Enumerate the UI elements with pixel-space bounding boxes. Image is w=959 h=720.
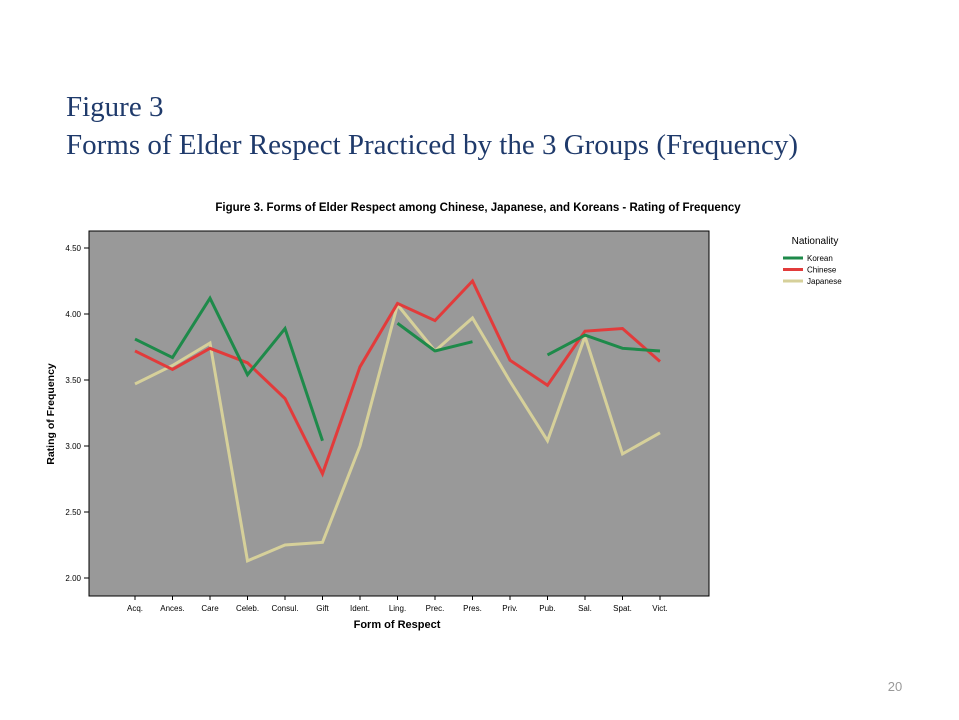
slide-title-line2: Forms of Elder Respect Practiced by the …	[66, 129, 799, 161]
slide-title-line1: Figure 3	[66, 91, 164, 123]
x-tick-label: Vict.	[652, 604, 667, 613]
x-tick-label: Pub.	[539, 604, 555, 613]
series-line-chinese	[134, 278, 661, 478]
x-tick-label: Gift	[316, 604, 329, 613]
y-tick-label: 3.00	[65, 442, 81, 451]
legend-label-korean: Korean	[807, 254, 833, 263]
x-tick-label: Care	[201, 604, 219, 613]
page-number: 20	[887, 679, 903, 694]
legend-label-chinese: Chinese	[807, 266, 837, 275]
chart-title: Figure 3. Forms of Elder Respect among C…	[215, 202, 741, 214]
x-tick-label: Sal.	[578, 604, 592, 613]
x-tick-label: Ling.	[389, 604, 406, 613]
x-axis-ticks: Acq. Ances. Care Celeb. Consul. Gift Ident. Lin…	[127, 596, 668, 613]
legend: Nationality Korean Chinese Japanese	[783, 236, 842, 286]
series-line-korean	[546, 333, 661, 357]
x-tick-label: Consul.	[271, 604, 298, 613]
x-tick-label: Pres.	[463, 604, 482, 613]
x-tick-label: Spat.	[613, 604, 632, 613]
y-tick-label: 2.00	[65, 574, 81, 583]
x-tick-label: Acq.	[127, 604, 143, 613]
x-axis-label: Form of Respect	[354, 619, 441, 631]
x-tick-label: Prec.	[426, 604, 445, 613]
legend-title: Nationality	[792, 236, 839, 247]
plot-area	[88, 230, 710, 597]
x-tick-label: Celeb.	[236, 604, 259, 613]
y-tick-label: 3.50	[65, 376, 81, 385]
series-line-korean	[396, 322, 473, 353]
y-tick-label: 2.50	[65, 508, 81, 517]
series-lines	[134, 278, 661, 563]
y-tick-label: 4.00	[65, 310, 81, 319]
y-tick-label: 4.50	[65, 244, 81, 253]
y-axis-label: Rating of Frequency	[45, 363, 57, 465]
series-line-korean	[134, 295, 324, 442]
legend-label-japanese: Japanese	[807, 277, 842, 286]
y-axis-ticks: 2.00 2.50 3.00 3.50 4.00 4.50	[65, 244, 89, 583]
x-tick-label: Ances.	[160, 604, 184, 613]
slide-title: Figure 3 Forms of Elder Respect Practice…	[66, 88, 926, 164]
x-tick-label: Ident.	[350, 604, 370, 613]
x-tick-label: Priv.	[502, 604, 517, 613]
